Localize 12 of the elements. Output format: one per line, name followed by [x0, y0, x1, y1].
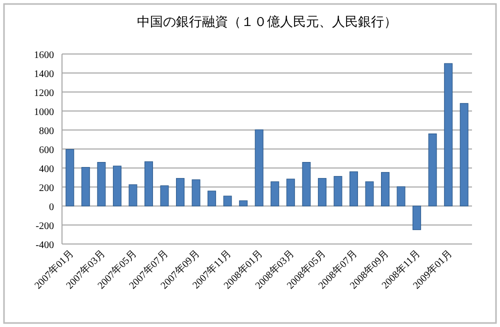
y-tick-label: -400 [36, 240, 54, 251]
y-tick-label: 400 [39, 164, 54, 175]
y-tick-label: 1200 [34, 88, 54, 99]
y-tick-label: 0 [49, 202, 54, 213]
y-tick-label: 1400 [34, 69, 54, 80]
y-tick-label: 1600 [34, 50, 54, 61]
y-tick-label: 600 [39, 145, 54, 156]
y-tick-label: 1000 [34, 107, 54, 118]
y-tick-label: 200 [39, 183, 54, 194]
y-tick-label: -200 [36, 221, 54, 232]
y-tick-label: 800 [39, 126, 54, 137]
title: 中国の銀行融資（１０億人民元、人民銀行） [137, 14, 397, 29]
